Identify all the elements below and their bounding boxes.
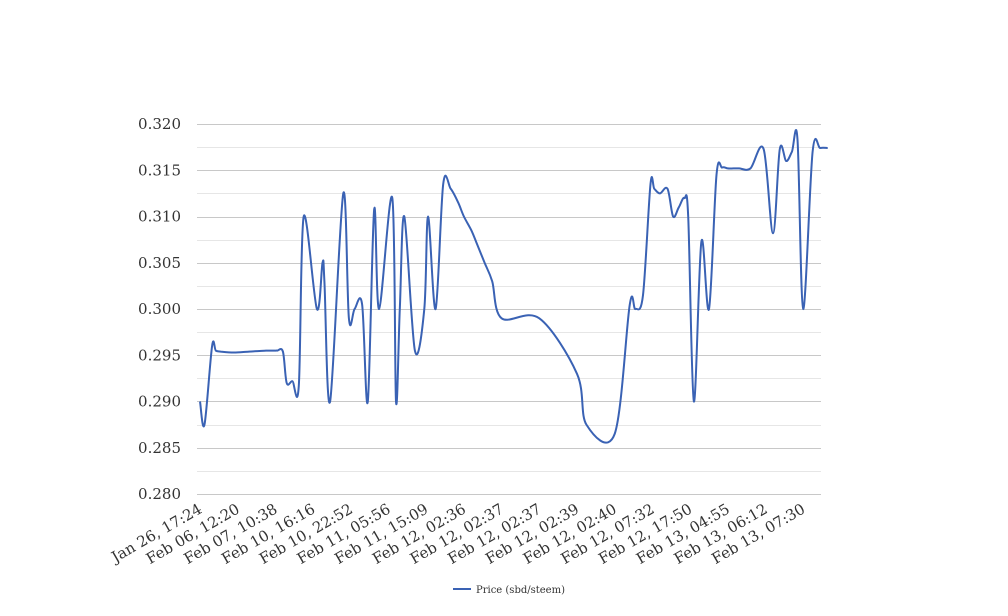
- legend-label: Price (sbd/steem): [476, 585, 565, 596]
- y-tick-label: 0.300: [138, 300, 181, 318]
- y-tick-label: 0.285: [138, 439, 181, 457]
- y-tick-label: 0.310: [138, 208, 181, 226]
- y-tick-label: 0.295: [138, 346, 181, 364]
- series-line-price: [199, 129, 828, 444]
- y-axis-ticks: 0.280 0.285 0.290 0.295 0.300 0.305 0.310 0.315…: [138, 115, 181, 503]
- legend: Price (sbd/steem): [453, 585, 565, 596]
- gridlines: [197, 124, 821, 495]
- y-tick-label: 0.290: [138, 393, 181, 411]
- y-tick-label: 0.305: [138, 254, 181, 272]
- y-tick-label: 0.280: [138, 485, 181, 503]
- series-lines: [199, 129, 828, 444]
- y-tick-label: 0.315: [138, 161, 181, 179]
- y-tick-label: 0.320: [138, 115, 181, 133]
